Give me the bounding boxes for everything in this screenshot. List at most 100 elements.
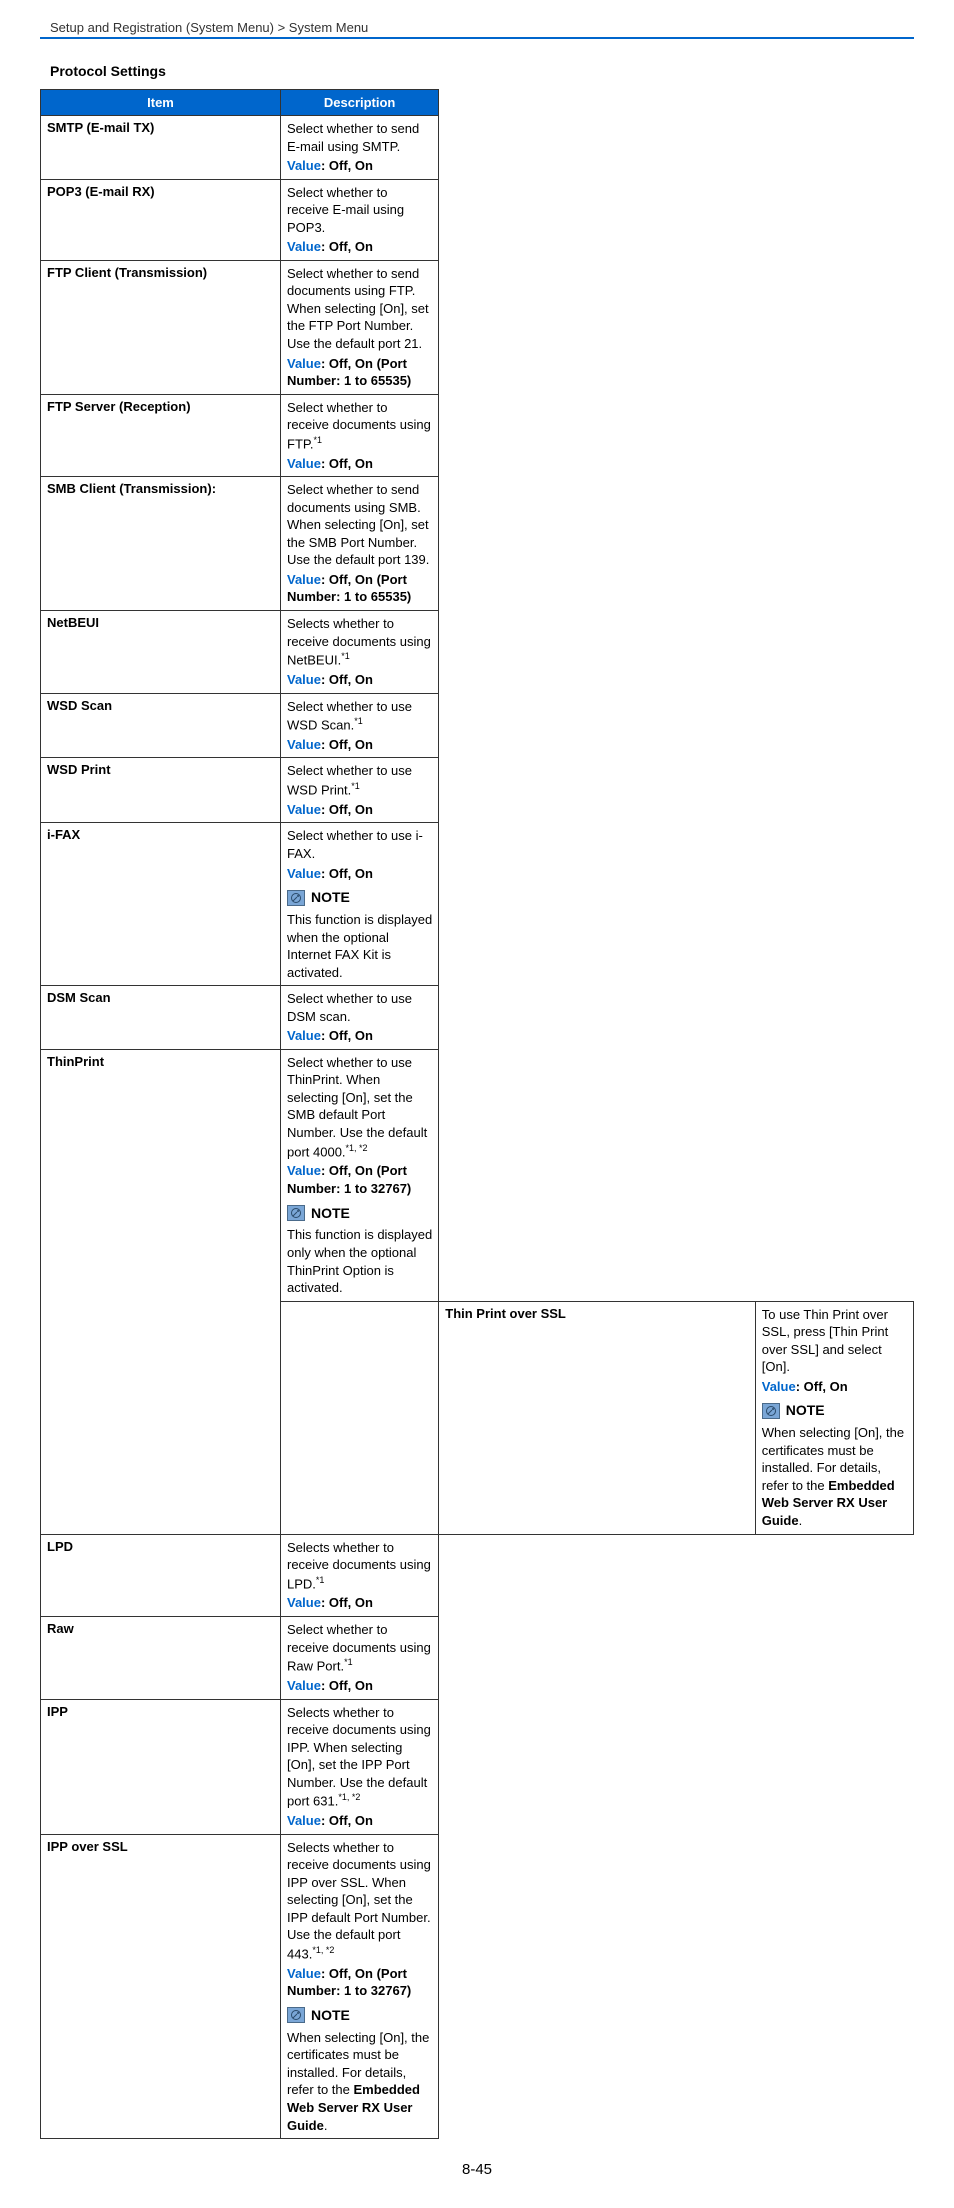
desc-smb-client: Select whether to send documents using S… (281, 477, 439, 611)
desc-ipp-ssl: Selects whether to receive documents usi… (281, 1834, 439, 2138)
value-label: Value (287, 1028, 321, 1043)
desc-text: Select whether to receive documents usin… (287, 399, 432, 453)
desc-text: Selects whether to receive documents usi… (287, 1539, 432, 1593)
item-ifax: i-FAX (41, 823, 281, 986)
header-description: Description (281, 90, 439, 116)
table-row: IPP over SSL Selects whether to receive … (41, 1834, 914, 2138)
item-netbeui: NetBEUI (41, 611, 281, 694)
desc-thin-ssl: To use Thin Print over SSL, press [Thin … (755, 1301, 913, 1534)
item-thinprint: ThinPrint (41, 1050, 280, 1073)
footnote-ref: *1 (314, 435, 323, 445)
page-number: 8-45 (40, 2161, 914, 2178)
footnote-ref: *1 (351, 781, 360, 791)
value-line: Value: Off, On (Port Number: 1 to 65535) (287, 571, 432, 606)
note-content: This function is displayed only when the… (287, 1226, 432, 1296)
value-line: Value: Off, On (287, 238, 432, 256)
value-content: : Off, On (321, 737, 373, 752)
value-content: : Off, On (321, 802, 373, 817)
desc-pre: Select whether to use WSD Scan. (287, 699, 412, 733)
value-label: Value (287, 1163, 321, 1178)
value-line: Value: Off, On (287, 157, 432, 175)
note-post: . (324, 2118, 328, 2133)
value-label: Value (287, 1813, 321, 1828)
desc-pre: Select whether to use WSD Print. (287, 763, 412, 797)
desc-pre: Select whether to receive documents usin… (287, 400, 431, 451)
note-content: When selecting [On], the certificates mu… (287, 2029, 432, 2134)
table-row: IPP Selects whether to receive documents… (41, 1699, 914, 1834)
value-label: Value (287, 737, 321, 752)
value-line: Value: Off, On (287, 671, 432, 689)
desc-pre: Selects whether to receive documents usi… (287, 616, 431, 667)
value-label: Value (287, 672, 321, 687)
desc-dsm-scan: Select whether to use DSM scan. Value: O… (281, 986, 439, 1050)
section-title: Protocol Settings (40, 63, 914, 79)
note-badge: NOTE (762, 1401, 825, 1420)
item-ipp: IPP (41, 1699, 281, 1834)
item-smtp: SMTP (E-mail TX) (41, 116, 281, 180)
desc-text: Selects whether to receive documents usi… (287, 615, 432, 669)
protocol-table: Item Description SMTP (E-mail TX) Select… (40, 89, 914, 2139)
table-row: ThinPrint Select whether to use ThinPrin… (41, 1049, 914, 1301)
value-line: Value: Off, On (Port Number: 1 to 32767) (287, 1965, 432, 2000)
value-label: Value (287, 158, 321, 173)
desc-text: Selects whether to receive documents usi… (287, 1704, 432, 1811)
desc-wsd-scan: Select whether to use WSD Scan.*1 Value:… (281, 693, 439, 758)
value-line: Value: Off, On (762, 1378, 907, 1396)
value-label: Value (287, 802, 321, 817)
value-content: : Off, On (321, 1678, 373, 1693)
note-icon (287, 890, 305, 906)
value-line: Value: Off, On (287, 801, 432, 819)
desc-text: Select whether to use ThinPrint. When se… (287, 1054, 432, 1161)
table-row: i-FAX Select whether to use i-FAX. Value… (41, 823, 914, 986)
value-content: : Off, On (321, 1813, 373, 1828)
item-ftp-client: FTP Client (Transmission) (41, 260, 281, 394)
note-icon (287, 2007, 305, 2023)
footnote-ref: *1 (341, 651, 350, 661)
desc-pre: Select whether to receive documents usin… (287, 1622, 431, 1673)
desc-text: Select whether to receive E-mail using P… (287, 184, 432, 237)
footnote-ref: *1, *2 (338, 1792, 360, 1802)
desc-netbeui: Selects whether to receive documents usi… (281, 611, 439, 694)
value-content: : Off, On (321, 158, 373, 173)
desc-raw: Select whether to receive documents usin… (281, 1617, 439, 1700)
item-pop3: POP3 (E-mail RX) (41, 179, 281, 260)
desc-pre: Selects whether to receive documents usi… (287, 1840, 431, 1962)
desc-thinprint: Select whether to use ThinPrint. When se… (281, 1049, 439, 1301)
desc-ftp-client: Select whether to send documents using F… (281, 260, 439, 394)
table-row: LPD Selects whether to receive documents… (41, 1534, 914, 1617)
value-line: Value: Off, On (287, 1677, 432, 1695)
desc-text: Select whether to receive documents usin… (287, 1621, 432, 1675)
desc-smtp: Select whether to send E-mail using SMTP… (281, 116, 439, 180)
value-label: Value (287, 456, 321, 471)
value-line: Value: Off, On (Port Number: 1 to 32767) (287, 1162, 432, 1197)
desc-pop3: Select whether to receive E-mail using P… (281, 179, 439, 260)
footnote-ref: *1 (354, 716, 363, 726)
header-item: Item (41, 90, 281, 116)
value-label: Value (287, 572, 321, 587)
table-row: WSD Scan Select whether to use WSD Scan.… (41, 693, 914, 758)
note-badge: NOTE (287, 888, 350, 907)
note-icon (762, 1403, 780, 1419)
desc-ipp: Selects whether to receive documents usi… (281, 1699, 439, 1834)
item-smb-client: SMB Client (Transmission): (41, 477, 281, 611)
item-ipp-ssl: IPP over SSL (41, 1834, 281, 2138)
footnote-ref: *1, *2 (346, 1143, 368, 1153)
table-row: SMTP (E-mail TX) Select whether to send … (41, 116, 914, 180)
value-label: Value (287, 1678, 321, 1693)
desc-text: Select whether to send E-mail using SMTP… (287, 120, 432, 155)
desc-pre: Selects whether to receive documents usi… (287, 1540, 431, 1591)
item-wsd-scan: WSD Scan (41, 693, 281, 758)
value-line: Value: Off, On (287, 1594, 432, 1612)
note-label: NOTE (786, 1401, 825, 1420)
desc-ftp-server: Select whether to receive documents usin… (281, 394, 439, 477)
note-label: NOTE (311, 2006, 350, 2025)
header-divider (40, 37, 914, 39)
table-row: Raw Select whether to receive documents … (41, 1617, 914, 1700)
value-label: Value (287, 239, 321, 254)
value-line: Value: Off, On (287, 1812, 432, 1830)
note-badge: NOTE (287, 2006, 350, 2025)
value-label: Value (287, 866, 321, 881)
note-content: When selecting [On], the certificates mu… (762, 1424, 907, 1529)
table-row: FTP Server (Reception) Select whether to… (41, 394, 914, 477)
desc-lpd: Selects whether to receive documents usi… (281, 1534, 439, 1617)
